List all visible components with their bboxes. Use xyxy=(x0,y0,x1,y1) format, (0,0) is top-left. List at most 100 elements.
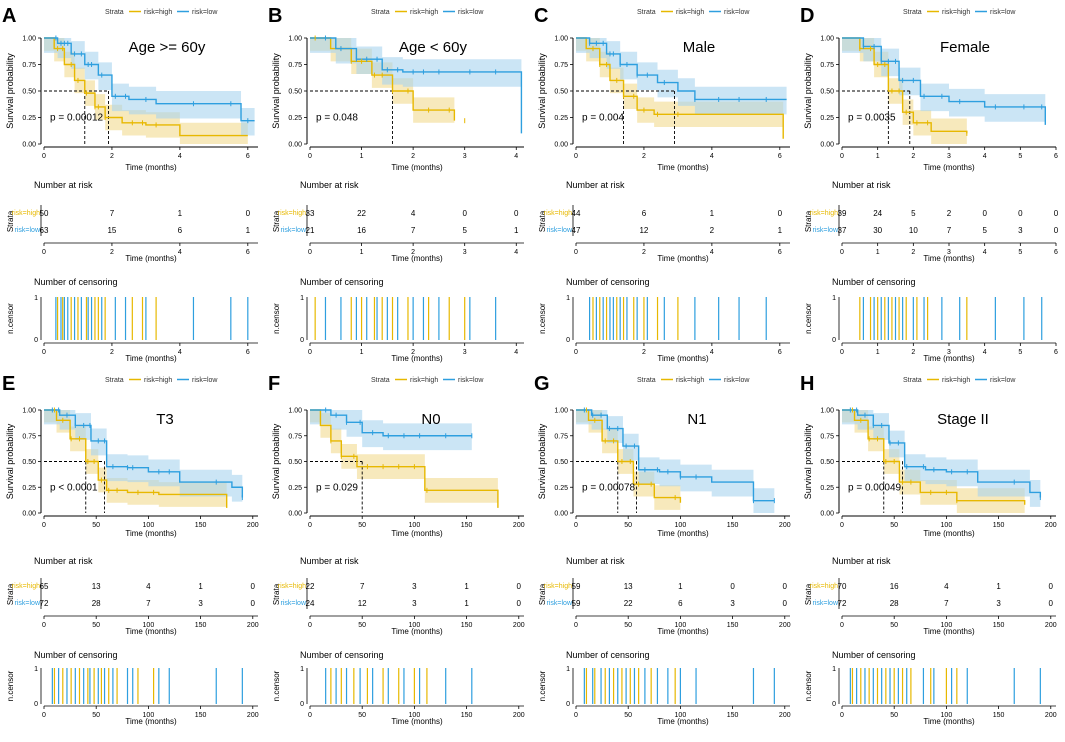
censor-y-tick-label: 1 xyxy=(34,295,38,302)
x-axis-label: Time (months) xyxy=(923,529,975,538)
risk-table-title: Number at risk xyxy=(300,556,359,566)
y-axis-label: Survival probability xyxy=(271,423,281,499)
risk-count-high: 59 xyxy=(572,582,581,591)
ci-band-low xyxy=(576,410,775,513)
censor-axis-label: n.censor xyxy=(6,303,15,334)
risk-count-low: 3 xyxy=(996,599,1001,608)
risk-count-high: 13 xyxy=(92,582,101,591)
x-tick-label: 150 xyxy=(727,522,739,529)
risk-x-tick-label: 4 xyxy=(178,249,182,256)
legend-title: Strata xyxy=(105,9,124,16)
p-value: p < 0.0001 xyxy=(50,482,98,493)
km-curve-high xyxy=(44,409,228,508)
risk-count-low: 0 xyxy=(1049,599,1054,608)
y-tick-label: 0.50 xyxy=(554,459,568,466)
x-tick-label: 50 xyxy=(890,522,898,529)
legend-label-low: risk=low xyxy=(990,377,1016,384)
censor-x-tick-label: 50 xyxy=(92,712,100,719)
risk-row-label-high: risk=high xyxy=(810,583,838,590)
risk-count-high: 2 xyxy=(947,209,952,218)
censor-x-tick-label: 50 xyxy=(358,712,366,719)
panel-title: Female xyxy=(940,39,990,56)
y-tick-label: 1.00 xyxy=(22,36,36,43)
censor-plot-title: Number of censoring xyxy=(34,277,118,287)
censor-axis-label: n.censor xyxy=(804,670,813,701)
legend-title: Strata xyxy=(371,377,390,384)
panel-g: G Strata risk=high risk=low0.000.250.500.75… xyxy=(534,373,791,726)
y-tick-label: 0.25 xyxy=(820,115,834,122)
censor-plot-title: Number of censoring xyxy=(300,277,384,287)
ci-band-high xyxy=(576,38,784,144)
p-value: p = 0.029 xyxy=(316,482,358,493)
panel-f: F Strata risk=high risk=low0.000.250.500.75… xyxy=(268,373,525,726)
risk-count-low: 0 xyxy=(783,599,788,608)
risk-x-axis-label: Time (months) xyxy=(923,627,975,636)
y-axis-label: Survival probability xyxy=(5,53,15,129)
km-curve-high xyxy=(842,409,1026,505)
km-curve-low xyxy=(310,37,523,134)
x-tick-label: 4 xyxy=(710,153,714,160)
risk-count-low: 0 xyxy=(1054,226,1059,235)
panel-c: C Strata risk=high risk=low0.000.250.500.75… xyxy=(534,5,790,363)
risk-count-low: 1 xyxy=(514,226,519,235)
risk-x-tick-label: 200 xyxy=(1045,622,1057,629)
censor-plot-title: Number of censoring xyxy=(566,650,650,660)
legend-label-low: risk=low xyxy=(458,9,484,16)
censor-y-tick-label: 0 xyxy=(300,701,304,708)
legend-label-high: risk=high xyxy=(410,377,438,384)
risk-table-title: Number at risk xyxy=(566,556,625,566)
risk-x-axis-label: Time (months) xyxy=(657,627,709,636)
censor-x-tick-label: 200 xyxy=(513,712,525,719)
x-tick-label: 100 xyxy=(409,522,421,529)
risk-count-high: 1 xyxy=(178,209,183,218)
km-curve-high xyxy=(44,37,248,137)
risk-count-low: 37 xyxy=(838,226,847,235)
risk-count-low: 7 xyxy=(146,599,151,608)
risk-count-high: 0 xyxy=(246,209,251,218)
risk-table-title: Number at risk xyxy=(300,180,359,190)
risk-count-low: 12 xyxy=(358,599,367,608)
risk-count-low: 7 xyxy=(947,226,952,235)
risk-count-high: 1 xyxy=(198,582,203,591)
legend-label-low: risk=low xyxy=(990,9,1016,16)
risk-count-high: 13 xyxy=(624,582,633,591)
x-tick-label: 0 xyxy=(840,153,844,160)
y-tick-label: 0.25 xyxy=(554,485,568,492)
km-curve-low xyxy=(842,37,1046,125)
risk-table-axis-label: Strata xyxy=(272,210,281,232)
x-tick-label: 0 xyxy=(308,522,312,529)
risk-count-low: 5 xyxy=(982,226,987,235)
y-tick-label: 1.00 xyxy=(820,36,834,43)
censor-x-tick-label: 4 xyxy=(710,349,714,356)
risk-x-axis-label: Time (months) xyxy=(391,627,443,636)
censor-x-tick-label: 0 xyxy=(308,712,312,719)
y-tick-label: 0.25 xyxy=(22,115,36,122)
censor-x-axis-label: Time (months) xyxy=(125,354,177,363)
risk-count-high: 0 xyxy=(514,209,519,218)
y-tick-label: 0.75 xyxy=(22,433,36,440)
risk-x-tick-label: 150 xyxy=(727,622,739,629)
censor-x-axis-label: Time (months) xyxy=(657,354,709,363)
risk-x-tick-label: 100 xyxy=(675,622,687,629)
y-tick-label: 0.00 xyxy=(22,142,36,149)
y-tick-label: 0.50 xyxy=(288,89,302,96)
censor-plot-title: Number of censoring xyxy=(832,277,916,287)
legend-label-high: risk=high xyxy=(144,9,172,16)
risk-count-high: 4 xyxy=(411,209,416,218)
p-value: p = 0.00078 xyxy=(582,482,636,493)
risk-count-low: 0 xyxy=(251,599,256,608)
censor-y-tick-label: 0 xyxy=(34,701,38,708)
x-tick-label: 0 xyxy=(308,153,312,160)
censor-x-axis-label: Time (months) xyxy=(657,717,709,726)
censor-x-tick-label: 50 xyxy=(890,712,898,719)
risk-x-tick-label: 0 xyxy=(574,249,578,256)
x-tick-label: 0 xyxy=(42,522,46,529)
panel-d: D Strata risk=high risk=low0.000.250.500.75… xyxy=(800,5,1059,363)
risk-x-tick-label: 1 xyxy=(360,249,364,256)
risk-x-tick-label: 4 xyxy=(514,249,518,256)
risk-count-high: 1 xyxy=(678,582,683,591)
x-axis-label: Time (months) xyxy=(391,163,443,172)
risk-count-high: 65 xyxy=(40,582,49,591)
risk-count-low: 6 xyxy=(678,599,683,608)
risk-row-label-low: risk=low xyxy=(281,600,307,607)
